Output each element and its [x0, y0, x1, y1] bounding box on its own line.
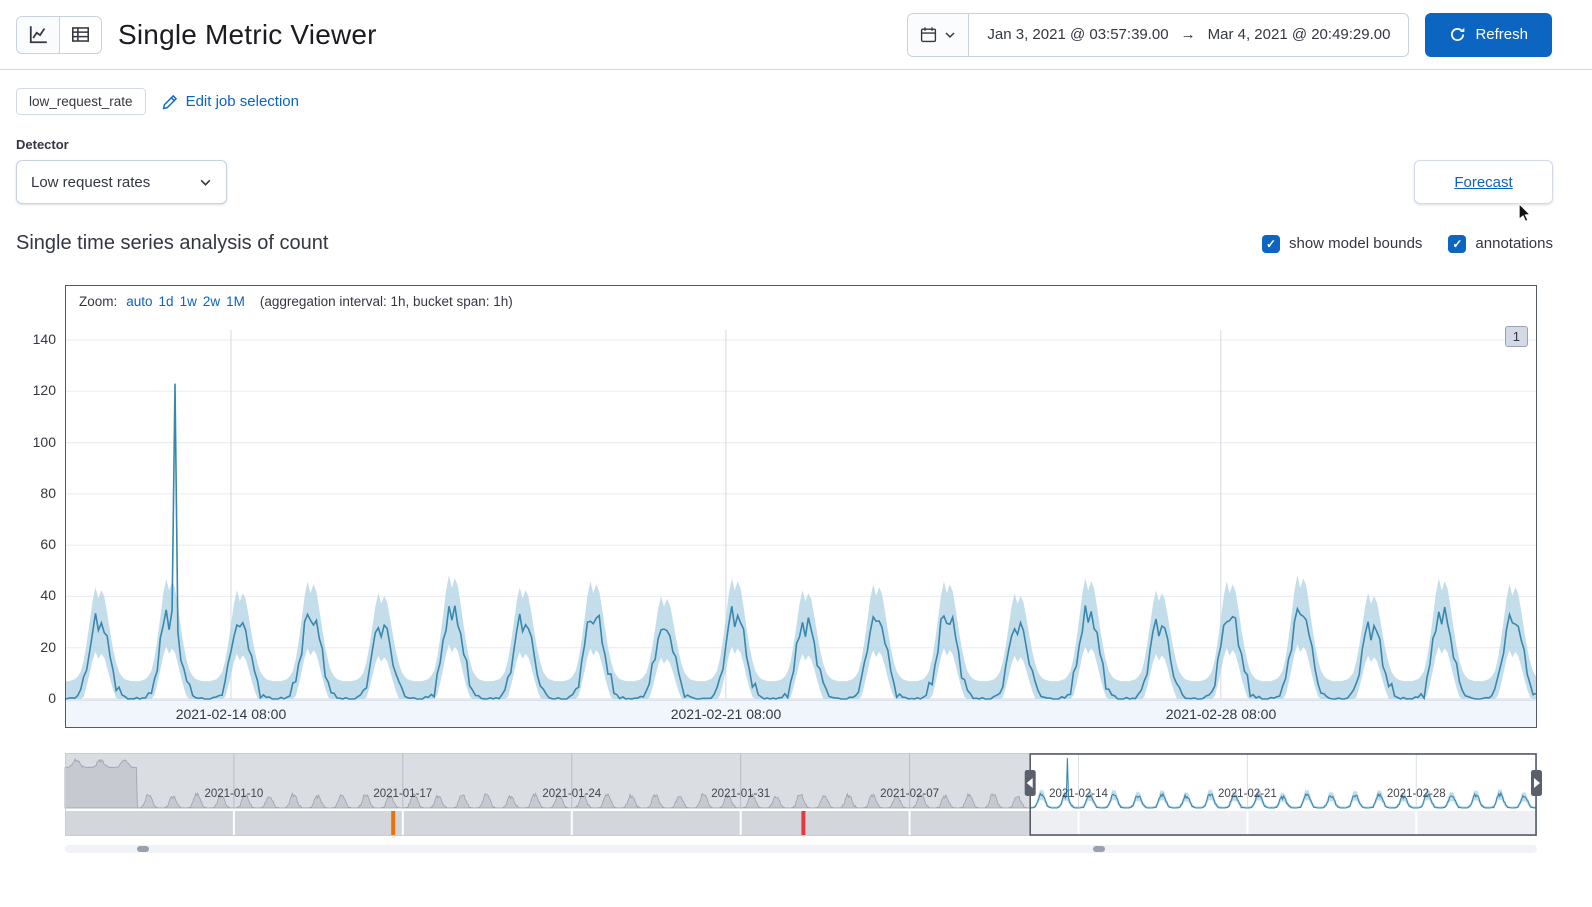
zoom-option-auto[interactable]: auto: [126, 293, 153, 309]
series-title: Single time series analysis of count: [16, 232, 329, 254]
calendar-icon: [921, 27, 937, 43]
selection-handle-left[interactable]: [1024, 770, 1036, 796]
selection-handle-right[interactable]: [1531, 770, 1542, 796]
context-axis-label: 2021-01-31: [711, 788, 770, 800]
zoom-options: auto 1d 1w 2w 1M: [123, 294, 248, 309]
table-icon: [72, 27, 89, 42]
checkbox-checked-icon: ✓: [1262, 234, 1280, 253]
detector-select[interactable]: Low request rates: [16, 160, 227, 204]
view-toggle-group: [16, 15, 102, 54]
series-header-row: Single time series analysis of count ✓ s…: [0, 204, 1592, 263]
date-range-arrow-icon: →: [1180, 26, 1196, 43]
scrollbar-handle-right[interactable]: [1093, 846, 1105, 852]
chevron-down-icon: [945, 31, 955, 38]
chart-section: 0 20 40 60 80 100 120 140 Zoom: auto 1d 1w 2w 1M (a…: [16, 285, 1542, 860]
context-chart-panel: 2021-01-10 2021-01-17 2021-01-24 2021-01-31…: [64, 753, 1542, 837]
context-axis-label: 2021-02-14: [1049, 788, 1108, 800]
show-model-bounds-checkbox[interactable]: ✓ show model bounds: [1262, 234, 1423, 253]
zoom-bar: Zoom: auto 1d 1w 2w 1M (aggregation interval…: [66, 286, 1536, 316]
time-scrollbar[interactable]: [65, 845, 1537, 853]
zoom-option-2w[interactable]: 2w: [202, 293, 221, 309]
y-axis-label: 120: [32, 382, 56, 399]
detector-label: Detector: [16, 137, 69, 152]
y-axis-label: 40: [40, 587, 56, 604]
zoom-label: Zoom:: [79, 293, 118, 309]
date-picker-calendar-button[interactable]: [908, 13, 970, 56]
zoom-option-1d[interactable]: 1d: [158, 293, 174, 309]
annotations-label: annotations: [1475, 235, 1553, 252]
y-axis-label: 20: [40, 638, 56, 655]
date-range-start[interactable]: Jan 3, 2021 @ 03:57:39.00: [987, 26, 1169, 43]
chart-option-checkboxes: ✓ show model bounds ✓ annotations: [1262, 234, 1553, 253]
edit-job-selection-label: Edit job selection: [185, 93, 299, 110]
main-chart-panel: Zoom: auto 1d 1w 2w 1M (aggregation interval…: [65, 285, 1537, 728]
line-chart-icon: [29, 26, 47, 44]
table-view-button[interactable]: [59, 16, 101, 53]
swimlane[interactable]: [65, 811, 1031, 835]
detector-row: Low request rates Forecast: [0, 158, 1592, 204]
refresh-button[interactable]: Refresh: [1425, 12, 1552, 57]
context-axis-label: 2021-02-21: [1218, 788, 1277, 800]
y-axis-label: 140: [32, 331, 56, 347]
aggregation-note: (aggregation interval: 1h, bucket span: …: [259, 293, 513, 309]
chevron-down-icon: [200, 179, 211, 186]
y-axis-label: 60: [40, 536, 56, 553]
chart-view-button[interactable]: [17, 16, 59, 53]
forecast-button[interactable]: Forecast: [1414, 160, 1553, 204]
edit-job-selection-link[interactable]: Edit job selection: [162, 93, 299, 110]
context-axis-label: 2021-01-10: [204, 788, 263, 800]
x-axis-label: 2021-02-28 08:00: [1165, 706, 1277, 722]
x-axis-label: 2021-02-14 08:00: [175, 706, 287, 722]
pencil-icon: [162, 94, 177, 109]
x-axis-label: 2021-02-21 08:00: [670, 706, 782, 722]
context-axis-label: 2021-02-07: [880, 788, 939, 800]
date-range-end[interactable]: Mar 4, 2021 @ 20:49:29.00: [1207, 26, 1391, 43]
swimlane-marker-warning[interactable]: [391, 811, 396, 835]
top-bar: Single Metric Viewer Jan 3, 2021 @ 03:57…: [0, 0, 1592, 70]
y-axis: 0 20 40 60 80 100 120 140: [16, 285, 56, 735]
refresh-label: Refresh: [1475, 26, 1528, 43]
context-axis-label: 2021-01-17: [373, 788, 432, 800]
swimlane-selected[interactable]: [1030, 811, 1537, 835]
context-axis-label: 2021-01-24: [542, 788, 601, 800]
scrollbar-handle-left[interactable]: [137, 846, 149, 852]
annotation-count-badge[interactable]: 1: [1504, 326, 1528, 347]
main-chart-svg[interactable]: [66, 316, 1536, 700]
zoom-option-1M[interactable]: 1M: [226, 293, 245, 309]
swimlane-marker-critical[interactable]: [801, 811, 806, 835]
date-range-picker: Jan 3, 2021 @ 03:57:39.00 → Mar 4, 2021 …: [907, 12, 1410, 57]
context-chart-svg[interactable]: 2021-01-10 2021-01-17 2021-01-24 2021-01-31…: [64, 753, 1542, 837]
date-range-display: Jan 3, 2021 @ 03:57:39.00 → Mar 4, 2021 …: [969, 14, 1408, 56]
checkbox-checked-icon: ✓: [1448, 234, 1467, 253]
context-axis-label: 2021-02-28: [1387, 788, 1446, 800]
page-title: Single Metric Viewer: [118, 18, 377, 50]
y-axis-label: 0: [48, 690, 56, 706]
job-badge[interactable]: low_request_rate: [16, 88, 146, 115]
show-model-bounds-label: show model bounds: [1289, 235, 1423, 252]
y-axis-label: 80: [40, 484, 56, 501]
annotations-checkbox[interactable]: ✓ annotations: [1448, 234, 1553, 253]
zoom-option-1w[interactable]: 1w: [179, 293, 197, 309]
x-axis-band: 2021-02-14 08:00 2021-02-21 08:00 2021-02-…: [66, 700, 1536, 727]
y-axis-label: 100: [32, 433, 56, 450]
job-bar: low_request_rate Edit job selection: [0, 70, 1592, 125]
refresh-icon: [1451, 27, 1465, 41]
detector-selected-option: Low request rates: [31, 173, 151, 191]
